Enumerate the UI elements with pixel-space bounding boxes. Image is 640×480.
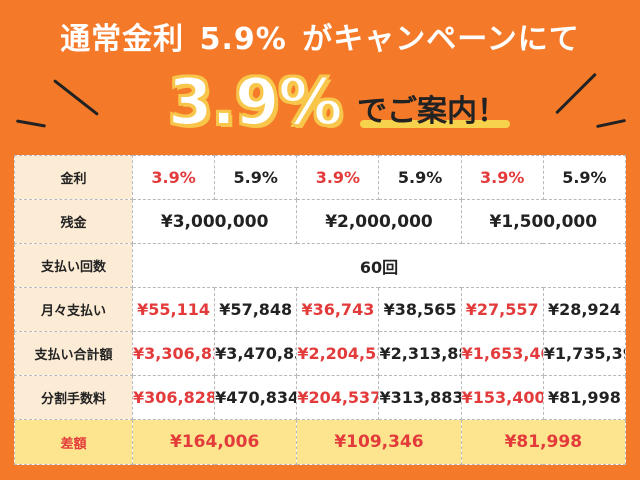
row-label: 支払い回数 [14,243,133,288]
table-row-difference: 差額 ¥164,006 ¥109,346 ¥81,998 [14,419,627,465]
table-row-balance: 残金 ¥3,000,000 ¥2,000,000 ¥1,500,000 [14,199,627,244]
monthly-campaign: ¥55,114 [131,287,216,332]
rate-normal: 5.9% [214,155,298,200]
fee-campaign: ¥153,400 [460,375,544,420]
table-row-fees: 分割手数料 ¥306,828 ¥470,834 ¥204,537 ¥313,88… [14,375,627,420]
headline-prefix: 通常金利 [60,22,185,57]
monthly-campaign: ¥36,743 [296,287,380,332]
table-row-monthly: 月々支払い ¥55,114 ¥57,848 ¥36,743 ¥38,565 ¥2… [14,287,627,332]
row-label: 支払い合計額 [14,331,133,376]
rate-normal: 5.9% [378,155,462,200]
sub-underline [360,120,510,128]
fee-normal: ¥313,883 [378,375,462,420]
rate-normal: 5.9% [542,155,627,200]
difference-cell: ¥81,998 [460,419,627,465]
rate-campaign: 3.9% [131,155,216,200]
row-label: 残金 [14,199,133,244]
campaign-banner: 通常金利 5.9% がキャンペーンにて 3.9% でご案内！ [0,0,640,150]
total-campaign: ¥1,653,400 [460,331,544,376]
row-label: 差額 [14,419,133,465]
row-label: 月々支払い [14,287,133,332]
emphasis-line-left-short [15,119,47,128]
balance-cell: ¥3,000,000 [131,199,298,244]
fee-campaign: ¥204,537 [296,375,380,420]
table-row-installments: 支払い回数 60回 [14,243,626,288]
fee-normal: ¥470,834 [214,375,298,420]
emphasis-line-left [53,79,99,116]
row-label: 金利 [14,155,133,200]
monthly-normal: ¥28,924 [542,287,627,332]
fee-campaign: ¥306,828 [131,375,216,420]
balance-cell: ¥1,500,000 [460,199,627,244]
total-normal: ¥3,470,834 [214,331,298,376]
headline: 通常金利 5.9% がキャンペーンにて [0,14,640,58]
campaign-rate: 3.9% [167,65,343,141]
headline-suffix: がキャンペーンにて [302,22,580,57]
total-campaign: ¥2,204,537 [296,331,380,376]
installments-cell: 60回 [132,243,626,288]
total-normal: ¥2,313,883 [378,331,462,376]
rate-campaign: 3.9% [460,155,544,200]
emphasis-line-right [555,72,597,115]
monthly-normal: ¥57,848 [214,287,298,332]
total-normal: ¥1,735,398 [542,331,627,376]
headline-normal-rate: 5.9% [199,22,287,57]
campaign-subtext: でご案内！ [357,94,507,129]
rate-comparison-table: 金利 3.9% 5.9% 3.9% 5.9% 3.9% 5.9% 残金 ¥3,0… [14,155,627,465]
emphasis-line-right-short [596,118,626,129]
total-campaign: ¥3,306,828 [131,331,216,376]
difference-cell: ¥109,346 [296,419,462,465]
table-row-rate: 金利 3.9% 5.9% 3.9% 5.9% 3.9% 5.9% [14,155,627,200]
balance-cell: ¥2,000,000 [296,199,462,244]
table-row-total: 支払い合計額 ¥3,306,828 ¥3,470,834 ¥2,204,537 … [14,331,627,376]
row-label: 分割手数料 [14,375,133,420]
fee-normal: ¥81,998 [542,375,627,420]
difference-cell: ¥164,006 [131,419,298,465]
monthly-normal: ¥38,565 [378,287,462,332]
monthly-campaign: ¥27,557 [460,287,544,332]
rate-campaign: 3.9% [296,155,380,200]
